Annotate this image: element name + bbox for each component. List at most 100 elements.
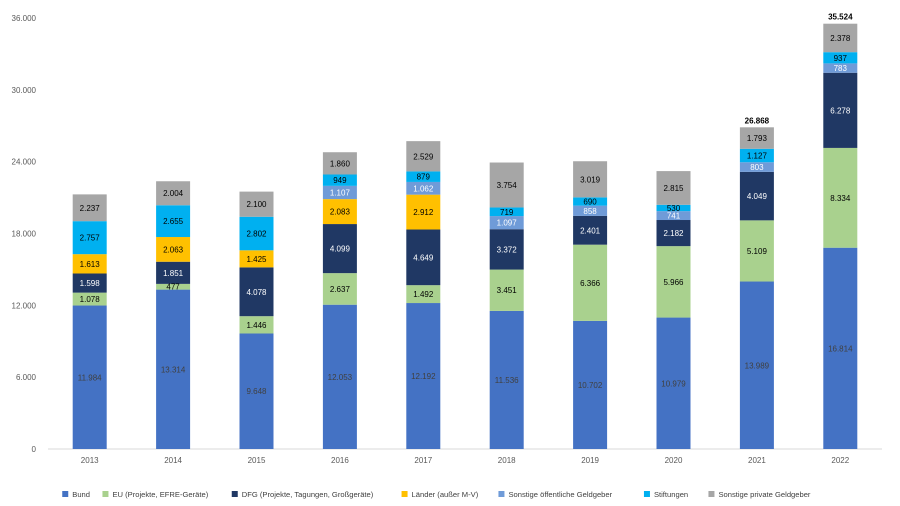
bar-segment	[322, 199, 357, 225]
segment-label: 2.100	[246, 200, 267, 209]
bar-segment	[823, 23, 858, 53]
y-tick-label: 30.000	[12, 86, 37, 95]
legend-item: EU (Projekte, EFRE-Geräte)	[102, 490, 209, 499]
bar-segment	[322, 174, 357, 186]
segment-label: 9.648	[246, 387, 267, 396]
segment-label: 2.378	[830, 34, 851, 43]
legend-label: EU (Projekte, EFRE-Geräte)	[112, 490, 208, 499]
x-tick-label: 2017	[414, 456, 432, 465]
y-tick-label: 18.000	[12, 230, 37, 239]
bar-segment	[656, 171, 691, 205]
bar-segment	[739, 220, 774, 282]
bar-segment	[489, 269, 524, 311]
x-axis: 2013 2014 2015 2016 2017 2018 2019 2020 2021 2022	[48, 448, 882, 465]
segment-label: 2.802	[246, 230, 267, 239]
segment-label: 3.451	[497, 286, 518, 295]
bar-segment	[656, 220, 691, 247]
y-axis: 0 6.000 12.000 18.000 24.000 30.000 36.000	[12, 14, 37, 454]
bar-segment	[573, 161, 608, 198]
x-tick-label: 2021	[748, 456, 766, 465]
bar-segment	[406, 229, 441, 286]
segment-label: 1.097	[497, 219, 518, 228]
legend-swatch	[62, 491, 69, 497]
bar-segment	[489, 162, 524, 208]
bar-segment	[489, 216, 524, 230]
bar-segment	[239, 333, 274, 449]
bar-segment	[656, 204, 691, 212]
bar-segment	[656, 317, 691, 449]
legend-item: Sonstige öffentliche Geldgeber	[498, 490, 613, 499]
bar-segment	[72, 254, 107, 274]
bar-segment	[739, 171, 774, 221]
bar-segment	[156, 261, 191, 284]
bar-segment	[406, 194, 441, 230]
segment-label: 2.655	[163, 217, 184, 226]
segment-label: 12.053	[328, 373, 353, 382]
segment-label: 13.989	[745, 361, 770, 370]
legend-swatch	[643, 491, 650, 497]
segment-label: 690	[583, 198, 597, 207]
legend-label: Bund	[72, 490, 90, 499]
segment-label: 2.401	[580, 226, 601, 235]
bar-segment	[406, 181, 441, 195]
legend-item: Sonstige private Geldgeber	[708, 490, 811, 499]
segment-labels: 11.984 1.078 1.598 1.613 2.757 2.237 13.314 477…	[78, 34, 853, 396]
segment-label: 4.649	[413, 253, 434, 262]
bar-segment	[239, 250, 274, 268]
bar-segment	[156, 289, 191, 449]
bar-segment	[406, 171, 441, 182]
segment-label: 2.637	[330, 285, 351, 294]
legend-swatch	[708, 491, 715, 497]
segment-label: 11.536	[495, 376, 519, 385]
segment-label: 12.192	[411, 372, 436, 381]
segment-label: 1.062	[413, 184, 434, 193]
segment-label: 1.425	[246, 255, 267, 264]
x-tick-label: 2020	[665, 456, 683, 465]
bars	[72, 23, 858, 449]
segment-label: 8.334	[830, 194, 851, 203]
bar-segment	[573, 215, 608, 245]
legend-swatch	[102, 491, 109, 497]
bar-segment	[322, 304, 357, 449]
x-tick-label: 2014	[164, 456, 182, 465]
segment-label: 783	[834, 64, 848, 73]
y-tick-label: 36.000	[12, 14, 37, 23]
bar-segment	[239, 316, 274, 334]
segment-label: 4.078	[246, 288, 267, 297]
segment-label: 2.815	[663, 184, 684, 193]
bar-segment	[72, 292, 107, 306]
segment-label: 1.446	[246, 321, 267, 330]
bar-segment	[739, 162, 774, 172]
bar-segment	[406, 303, 441, 449]
legend-label: Sonstige öffentliche Geldgeber	[508, 490, 612, 499]
segment-label: 2.063	[163, 245, 184, 254]
segment-label: 1.598	[80, 279, 101, 288]
segment-label: 530	[667, 204, 681, 213]
bar-segment	[156, 283, 191, 290]
segment-label: 2.182	[663, 229, 684, 238]
segment-label: 803	[750, 163, 764, 172]
segment-label: 2.004	[163, 189, 184, 198]
bar-segment	[72, 273, 107, 293]
segment-label: 3.019	[580, 175, 601, 184]
bar-segment	[322, 185, 357, 200]
bar-segment	[656, 211, 691, 221]
bar-segment	[739, 281, 774, 449]
segment-label: 477	[166, 283, 180, 292]
legend-item: DFG (Projekte, Tagungen, Großgeräte)	[231, 490, 374, 499]
bar-segment	[156, 181, 191, 206]
bar-segment	[156, 205, 191, 238]
bar-segment	[406, 285, 441, 304]
segment-label: 719	[500, 208, 514, 217]
legend-label: Stiftungen	[654, 490, 688, 499]
bar-segment	[823, 247, 858, 449]
segment-label: 16.814	[828, 344, 853, 353]
segment-label: 10.702	[578, 381, 603, 390]
bar-segment	[239, 216, 274, 251]
bar-segment	[823, 72, 858, 148]
segment-label: 6.366	[580, 279, 601, 288]
segment-label: 3.372	[497, 245, 518, 254]
total-labels: 26.868 35.524	[745, 13, 853, 126]
segment-label: 1.613	[80, 260, 101, 269]
